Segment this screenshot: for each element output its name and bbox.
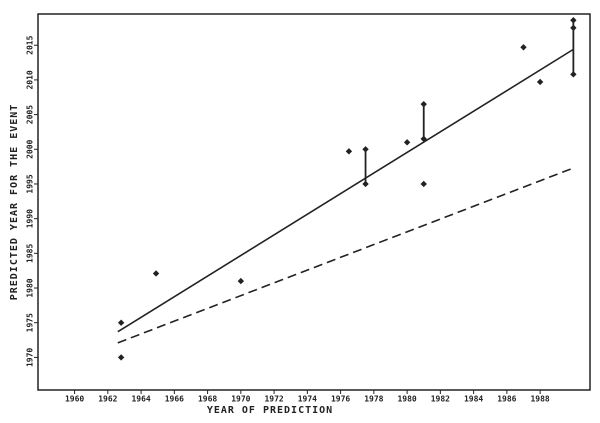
y-tick-label: 1990 [26,209,35,228]
y-tick-label: 1970 [26,348,35,367]
plot-frame [37,13,591,391]
data-point [570,24,577,32]
y-tick-label: 2010 [26,70,35,89]
x-tick-label: 1988 [530,395,549,404]
data-point [345,148,353,155]
x-tick-label: 1976 [331,395,350,404]
x-tick-label: 1964 [131,395,150,404]
x-tick-label: 1972 [264,395,283,404]
x-tick-label: 1966 [165,395,184,404]
data-point [570,17,577,24]
x-tick-label: 1974 [298,395,317,404]
x-tick-label: 1970 [231,395,250,404]
x-tick-label: 1968 [198,395,217,404]
y-tick-label: 1975 [26,313,35,332]
x-tick-label: 1986 [497,395,516,404]
data-point [570,71,577,78]
y-axis-title: PREDICTED YEAR FOR THE EVENT [9,104,20,301]
data-point [420,135,427,143]
x-tick-label: 1980 [397,395,416,404]
data-point [117,319,125,326]
data-point [362,146,369,153]
data-point [520,44,527,51]
x-tick-label: 1984 [464,395,483,404]
x-tick-label: 1978 [364,395,383,404]
data-point [237,277,245,285]
y-tick-label: 1995 [26,174,35,193]
y-tick-label: 2015 [26,35,35,54]
data-point [536,78,544,86]
x-tick-label: 1960 [65,395,84,404]
data-point [420,100,427,108]
y-tick-label: 2005 [26,105,35,124]
fit-line [117,167,574,344]
data-point [362,180,369,188]
x-axis-title: YEAR OF PREDICTION [207,405,333,416]
data-point [420,180,427,188]
y-tick-label: 1980 [26,278,35,297]
x-tick-label: 1962 [98,395,117,404]
data-point [403,139,411,146]
y-tick-label: 1985 [26,244,35,263]
fit-line [117,48,574,333]
data-point [117,354,125,361]
x-tick-label: 1982 [431,395,450,404]
data-point [152,270,160,277]
y-tick-label: 2000 [26,139,35,158]
